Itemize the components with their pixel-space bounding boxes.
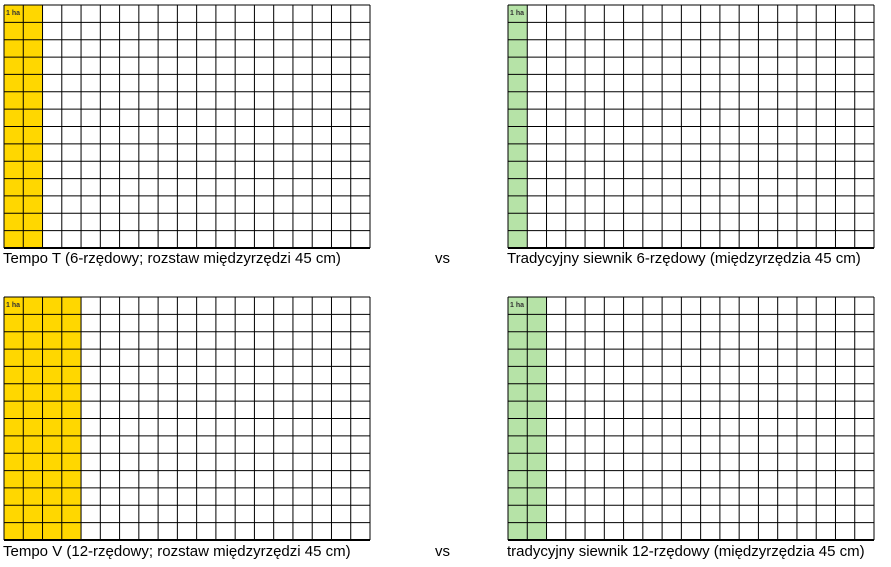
caption-traditional-6: Tradycyjny siewnik 6-rzędowy (międzyrzęd…	[507, 250, 861, 267]
grid-traditional-6: 1 ha	[507, 4, 875, 249]
grid-svg-tempo-v: 1 ha	[3, 296, 371, 541]
cell-label-1ha: 1 ha	[6, 302, 20, 309]
caption-tempo-v: Tempo V (12-rzędowy; rozstaw międzyrzędz…	[3, 543, 351, 560]
caption-tempo-t: Tempo T (6-rzędowy; rozstaw międzyrzędzi…	[3, 250, 341, 267]
cell-label-1ha: 1 ha	[6, 10, 20, 17]
grid-svg-traditional-12: 1 ha	[507, 296, 875, 541]
vs-label-bottom: vs	[435, 543, 450, 560]
grid-tempo-t: 1 ha	[3, 4, 371, 249]
vs-label-top: vs	[435, 250, 450, 267]
cell-label-1ha: 1 ha	[510, 302, 524, 309]
grid-svg-traditional-6: 1 ha	[507, 4, 875, 249]
grid-tempo-v: 1 ha	[3, 296, 371, 541]
cell-label-1ha: 1 ha	[510, 10, 524, 17]
grid-traditional-12: 1 ha	[507, 296, 875, 541]
caption-traditional-12: tradycyjny siewnik 12-rzędowy (międzyrzę…	[507, 543, 865, 560]
grid-svg-tempo-t: 1 ha	[3, 4, 371, 249]
